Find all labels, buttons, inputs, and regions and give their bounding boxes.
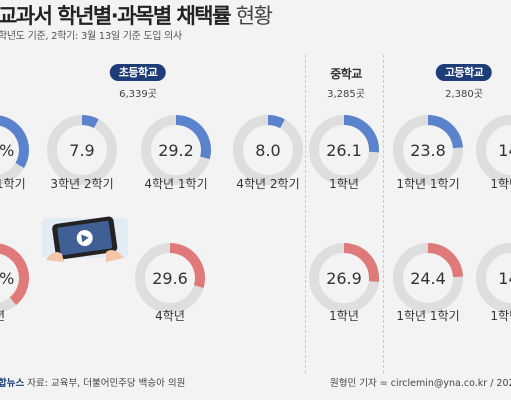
donut-category-label: 1학년 1학기 (0, 177, 26, 191)
group-label-middle: 중학교 (330, 67, 362, 81)
donut-value-arc (427, 243, 463, 278)
footer-brand: 합뉴스 (0, 378, 25, 389)
footer-source-text: 자료: 교육부, 더불어민주당 백승아 의원 (27, 378, 186, 389)
divider-middle (305, 55, 306, 373)
footer-credit: 원형민 기자 = circlemin@yna.co.kr / 2025 (330, 378, 511, 389)
group-count-middle: 3,285곳 (327, 89, 365, 100)
donut-0-3: 8.0 4학년 2학기 (233, 115, 303, 191)
donut-category-label: 학년 (0, 309, 5, 323)
donut-value-arc (427, 115, 463, 149)
group-label-elementary: 초등학교 (109, 64, 167, 81)
donut-category-label: 1학년 (329, 177, 359, 191)
donut-value-arc (169, 243, 205, 288)
donut-1-0: 9.1% 학년 (0, 243, 29, 323)
donut-value-arc (0, 243, 29, 306)
donut-value-arc (0, 115, 29, 169)
donut-category-label: 1학년 (329, 309, 359, 323)
donut-category-label: 4학년 1학기 (144, 177, 207, 191)
divider-high (383, 55, 384, 373)
donut-value-label: 8.0 (255, 141, 280, 160)
donut-1-2: 26.9 1학년 (309, 243, 379, 323)
donut-value-arc (343, 243, 379, 283)
donut-0-4: 26.1 1학년 (309, 115, 379, 191)
donut-value-label: 26.1 (326, 141, 362, 160)
donut-0-6: 14. 1학년 2 (476, 115, 511, 191)
tablet-video-icon (42, 216, 128, 262)
donut-track (476, 243, 511, 313)
donut-category-label: 4학년 (155, 309, 185, 323)
donut-value-label: 24.4 (410, 269, 446, 288)
donut-value-label: 3.6% (0, 141, 14, 160)
donut-value-label: 14. (498, 141, 511, 160)
donut-track (476, 115, 511, 185)
donut-value-label: 29.6 (152, 269, 188, 288)
donut-value-label: 9.1% (0, 269, 14, 288)
donut-category-label: 3학년 2학기 (50, 177, 113, 191)
donut-category-label: 4학년 2학기 (236, 177, 299, 191)
donut-value-arc (343, 115, 379, 153)
donut-value-label: 29.2 (158, 141, 194, 160)
donut-1-4: 14. 1학년 2 (476, 243, 511, 323)
group-count-high: 2,380곳 (445, 89, 483, 100)
donut-category-label: 1학년 2 (490, 309, 511, 323)
donut-1-3: 24.4 1학년 1학기 (393, 243, 463, 323)
donut-value-label: 26.9 (326, 269, 362, 288)
title-suffix: 현황 (235, 4, 273, 28)
title-main: 교과서 학년별·과목별 채택률 (0, 4, 231, 28)
donut-0-1: 7.9 3학년 2학기 (47, 115, 117, 191)
donut-value-label: 14. (498, 269, 511, 288)
donut-value-arc (267, 115, 285, 129)
donut-0-5: 23.8 1학년 1학기 (393, 115, 463, 191)
donut-1-1: 29.6 4학년 (135, 243, 205, 323)
chart-subtitle: 학년도 기준, 2학기: 3월 13일 기준 도입 의사 (0, 31, 182, 42)
donut-0-0: 3.6% 1학년 1학기 (0, 115, 29, 191)
footer-source: 합뉴스 자료: 교육부, 더불어민주당 백승아 의원 (0, 375, 185, 389)
group-label-high: 고등학교 (435, 64, 493, 81)
donut-0-2: 29.2 4학년 1학기 (141, 115, 211, 191)
donut-category-label: 1학년 2 (490, 177, 511, 191)
group-count-elementary: 6,339곳 (119, 89, 157, 100)
donut-value-arc (81, 115, 99, 129)
donut-category-label: 1학년 1학기 (396, 177, 459, 191)
chart-title: 교과서 학년별·과목별 채택률 현황 (0, 0, 273, 30)
donut-value-label: 23.8 (410, 141, 446, 160)
donut-value-arc (175, 115, 211, 160)
donut-value-label: 7.9 (69, 141, 94, 160)
donut-category-label: 1학년 1학기 (396, 309, 459, 323)
